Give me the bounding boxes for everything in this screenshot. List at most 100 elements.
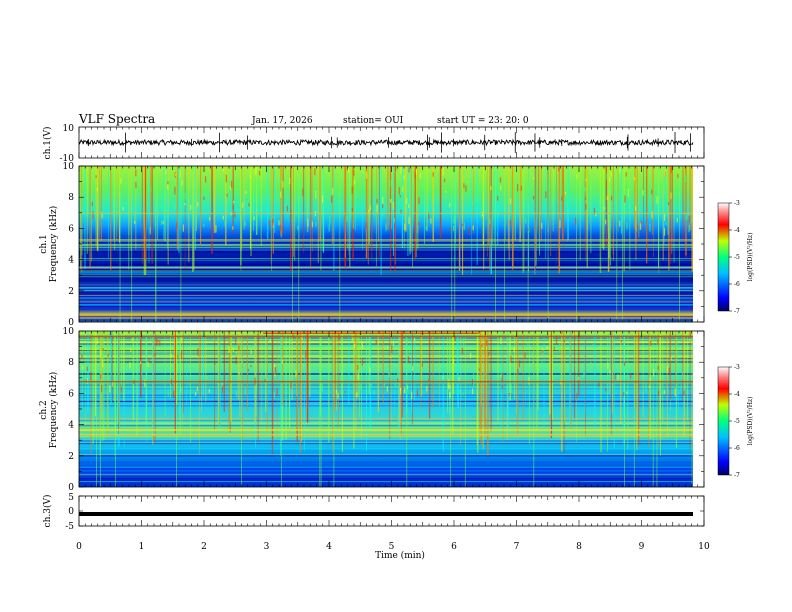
noise-speckle (111, 331, 114, 337)
spectral-band (79, 352, 693, 354)
y-tick-label: 8 (68, 193, 74, 203)
sferic-streak (420, 331, 422, 396)
sferic-streak (99, 331, 101, 456)
transmitter-line (79, 429, 693, 431)
noise-speckle (255, 166, 258, 173)
sferic-streak (81, 166, 83, 255)
sferic-streak (178, 331, 180, 414)
sferic-streak (511, 166, 514, 270)
noise-speckle (266, 377, 269, 382)
noise-speckle (375, 340, 377, 345)
sferic-streak (101, 166, 102, 242)
sferic-streak (600, 331, 602, 453)
noise-speckle (90, 372, 92, 380)
spectral-band (79, 422, 693, 425)
noise-speckle (314, 175, 316, 181)
noise-speckle (222, 215, 224, 220)
spectral-band (79, 443, 693, 445)
noise-speckle (448, 356, 450, 365)
y-tick-label: 2 (68, 452, 74, 462)
noise-speckle (489, 218, 491, 224)
ch1-spec-ylabel-line1: ch.1 (39, 234, 49, 253)
sferic-streak (202, 331, 204, 396)
spectral-band (79, 388, 693, 390)
noise-speckle (107, 354, 109, 357)
ch3-ytick-0: 0 (68, 507, 74, 517)
spectral-band (79, 246, 693, 248)
noise-speckle (373, 390, 375, 396)
noise-speckle (623, 392, 625, 397)
sferic-streak (677, 331, 679, 410)
sferic-streak (240, 166, 242, 266)
sferic-streak (352, 166, 354, 229)
sferic-streak (411, 331, 412, 412)
sferic-streak (201, 331, 202, 413)
ch2-spec-ylabel-line2: Frequency (kHz) (48, 372, 59, 449)
sferic-streak (389, 166, 392, 271)
noise-speckle (335, 389, 337, 394)
sferic-full (119, 166, 121, 322)
noise-speckle (203, 196, 205, 200)
noise-speckle (120, 386, 123, 393)
noise-speckle (222, 179, 224, 188)
noise-speckle (583, 372, 585, 377)
sferic-full (320, 331, 322, 487)
noise-speckle (194, 391, 197, 396)
sferic-streak (566, 166, 568, 242)
noise-speckle (258, 170, 261, 176)
noise-speckle (376, 205, 378, 213)
sferic-streak (96, 166, 99, 251)
sferic-streak (108, 331, 110, 428)
noise-speckle (100, 374, 102, 380)
sferic-streak (563, 331, 565, 454)
spectral-band (79, 338, 693, 340)
sferic-streak (99, 331, 101, 438)
sferic-streak (128, 166, 130, 270)
sferic-streak (507, 331, 509, 435)
noise-speckle (459, 389, 461, 394)
spectral-band (79, 251, 693, 253)
sferic-streak (173, 331, 176, 396)
noise-speckle (154, 353, 156, 357)
sferic-streak (328, 331, 330, 443)
sferic-streak (657, 331, 659, 448)
noise-speckle (667, 209, 669, 213)
sferic-streak (473, 166, 475, 234)
sferic-streak (513, 331, 516, 400)
noise-speckle (92, 211, 94, 219)
sferic-streak (362, 166, 364, 250)
noise-speckle (494, 170, 496, 177)
noise-speckle (221, 382, 223, 388)
sferic-streak (594, 331, 596, 430)
noise-speckle (337, 392, 339, 399)
sferic-streak (218, 331, 220, 426)
noise-speckle (481, 344, 483, 347)
spectral-band (79, 287, 693, 288)
sferic-streak (493, 166, 495, 245)
noise-speckle (479, 376, 481, 384)
noise-speckle (135, 169, 137, 177)
noise-speckle (301, 335, 303, 341)
sferic-streak (634, 166, 636, 229)
sferic-streak (108, 166, 109, 259)
noise-speckle (542, 350, 544, 354)
sferic-streak (111, 331, 113, 403)
noise-speckle (665, 221, 667, 226)
noise-speckle (614, 374, 616, 380)
noise-speckle (408, 216, 410, 225)
spectral-band (79, 400, 693, 403)
noise-speckle (155, 338, 158, 346)
spectral-band (79, 249, 693, 251)
sferic-streak (365, 331, 367, 402)
sferic-streak (113, 331, 115, 402)
spectral-band (79, 371, 693, 373)
noise-speckle (649, 377, 651, 383)
sferic-full (280, 331, 282, 487)
noise-speckle (532, 196, 535, 200)
noise-speckle (619, 168, 621, 173)
sferic-streak (486, 166, 488, 257)
spectral-band (79, 345, 693, 348)
noise-speckle (659, 389, 662, 393)
noise-speckle (540, 361, 543, 366)
sferic-streak (629, 166, 631, 270)
